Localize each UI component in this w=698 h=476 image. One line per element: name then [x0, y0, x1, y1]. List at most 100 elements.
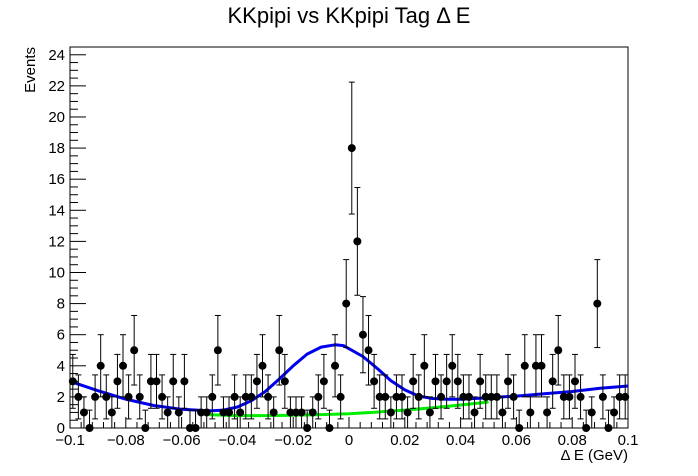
data-marker	[498, 408, 507, 417]
data-point	[570, 353, 579, 409]
data-point	[565, 374, 574, 420]
data-point	[559, 374, 568, 420]
data-marker	[314, 392, 323, 401]
data-point	[85, 409, 94, 432]
data-marker	[481, 392, 490, 401]
data-marker	[593, 299, 602, 308]
y-tick-label: 0	[57, 420, 65, 437]
data-point	[141, 409, 150, 432]
data-point	[308, 396, 317, 429]
data-marker	[587, 408, 596, 417]
x-axis-title: Δ E (GeV)	[560, 447, 628, 464]
data-point	[509, 374, 518, 420]
data-marker	[370, 377, 379, 386]
data-point	[431, 353, 440, 409]
data-marker	[476, 377, 485, 386]
data-marker	[487, 392, 496, 401]
data-marker	[291, 408, 300, 417]
data-point	[146, 353, 155, 409]
data-marker	[598, 392, 607, 401]
data-point	[275, 314, 284, 386]
data-point	[252, 353, 261, 409]
data-marker	[576, 392, 585, 401]
data-marker	[146, 377, 155, 386]
data-marker	[219, 408, 228, 417]
data-point	[392, 374, 401, 420]
data-marker	[264, 392, 273, 401]
y-tick-label: 14	[48, 202, 65, 219]
data-point	[74, 374, 83, 420]
data-marker	[236, 408, 245, 417]
data-point	[375, 374, 384, 420]
data-point	[169, 353, 178, 409]
data-point	[314, 374, 323, 420]
y-tick-label: 6	[57, 327, 65, 344]
data-point	[403, 396, 412, 429]
data-marker	[386, 408, 395, 417]
data-point	[319, 353, 328, 409]
data-point	[448, 334, 457, 398]
data-marker	[548, 377, 557, 386]
data-point	[91, 374, 100, 420]
data-point	[437, 374, 446, 420]
data-marker	[135, 392, 144, 401]
data-point	[180, 353, 189, 409]
data-point	[158, 374, 167, 420]
data-marker	[559, 392, 568, 401]
data-marker	[202, 408, 211, 417]
data-marker	[492, 392, 501, 401]
data-point	[331, 334, 340, 398]
data-point	[515, 409, 524, 432]
data-marker	[79, 408, 88, 417]
data-point	[537, 334, 546, 398]
data-marker	[520, 361, 529, 370]
data-marker	[570, 377, 579, 386]
y-tick-label: 22	[48, 78, 65, 95]
x-tick-label: 0	[345, 432, 353, 449]
data-point	[113, 353, 122, 409]
data-point	[453, 353, 462, 409]
data-point	[442, 353, 451, 409]
data-point	[342, 259, 351, 349]
data-marker	[442, 377, 451, 386]
data-point	[409, 353, 418, 409]
data-marker	[531, 361, 540, 370]
data-point	[386, 396, 395, 429]
data-marker	[241, 392, 250, 401]
data-marker	[565, 392, 574, 401]
data-marker	[275, 346, 284, 355]
data-marker	[342, 299, 351, 308]
data-marker	[610, 408, 619, 417]
data-marker	[91, 392, 100, 401]
data-marker	[119, 361, 128, 370]
data-point	[102, 374, 111, 420]
data-marker	[258, 361, 267, 370]
data-marker	[319, 377, 328, 386]
data-point	[225, 396, 234, 429]
data-point	[174, 396, 183, 429]
data-marker	[96, 361, 105, 370]
data-point	[364, 314, 373, 386]
data-marker	[185, 424, 194, 432]
y-axis-title: Events	[22, 47, 39, 93]
data-point	[280, 353, 289, 409]
data-marker	[353, 237, 362, 246]
data-point	[247, 374, 256, 420]
y-tick-label: 8	[57, 296, 65, 313]
x-tick-label: −0.02	[274, 432, 312, 449]
data-point	[459, 374, 468, 420]
x-tick-label: −0.06	[163, 432, 201, 449]
data-point	[152, 353, 161, 409]
data-point	[498, 396, 507, 429]
data-point	[358, 296, 367, 374]
y-tick-label: 16	[48, 171, 65, 188]
data-marker	[448, 361, 457, 370]
data-marker	[124, 392, 133, 401]
data-marker	[130, 346, 139, 355]
data-marker	[174, 408, 183, 417]
y-tick-label: 10	[48, 264, 65, 281]
y-tick-label: 4	[57, 358, 65, 375]
x-axis: −0.1 −0.08 −0.06 −0.04 −0.02 0 0.02 0.04 0.06 0.0…	[55, 417, 638, 449]
